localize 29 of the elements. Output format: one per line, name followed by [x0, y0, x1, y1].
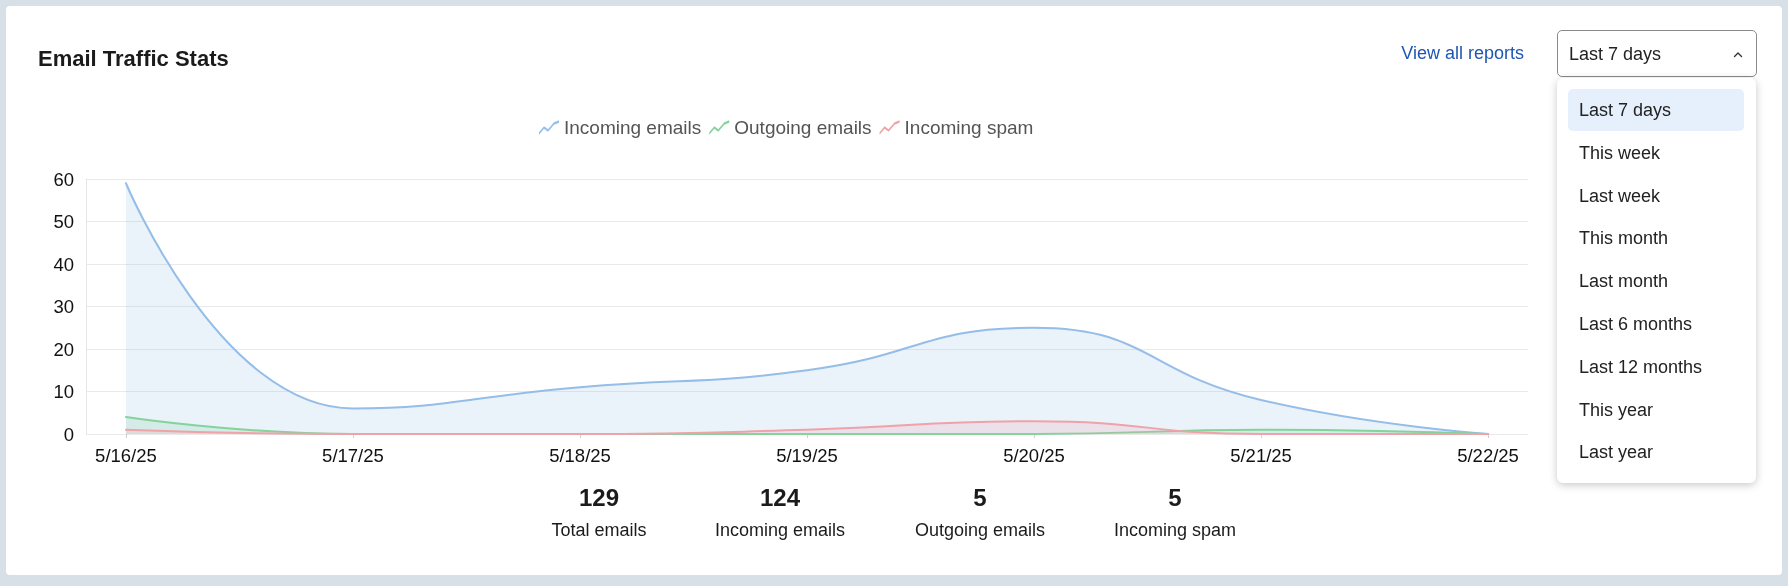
chart-title: Email Traffic Stats [38, 45, 229, 71]
dropdown-menu: Last 7 days This week Last week This month Last month Last 6 months Last 12 months This year Last year [1557, 78, 1756, 483]
y-tick-label: 50 [53, 211, 74, 232]
text: Outgoing emails [914, 520, 1046, 540]
text: Incoming emails [714, 520, 846, 540]
y-tick-label: 30 [53, 296, 74, 317]
text: 129 [578, 484, 620, 511]
x-tick-label: 5/16/25 [95, 445, 157, 466]
y-tick-label: 40 [53, 253, 74, 275]
y-tick-label: 20 [53, 338, 74, 360]
y-tick-label: 10 [53, 381, 74, 402]
y-tick-label: 0 [63, 423, 74, 445]
x-tick-label: 5/17/25 [322, 445, 384, 466]
x-tick-label: 5/19/25 [776, 445, 838, 466]
y-tick-label: 60 [53, 168, 74, 190]
x-tick-label: 5/18/25 [549, 445, 611, 466]
x-tick-label: 5/22/25 [1457, 445, 1519, 466]
select-field: Last 7 days [1557, 30, 1757, 77]
legend-label: Outgoing emails [734, 117, 872, 138]
text: 5 [973, 484, 987, 511]
legend-label: Incoming emails [564, 117, 702, 138]
text: View all reports [1401, 43, 1524, 63]
x-tick-label: 5/21/25 [1230, 445, 1292, 466]
legend-label: Incoming spam [904, 117, 1034, 138]
text: Incoming spam [1113, 520, 1237, 540]
text: 124 [759, 484, 801, 511]
x-tick-label: 5/20/25 [1003, 445, 1065, 466]
text: 5 [1168, 484, 1182, 511]
text: Total emails [551, 520, 647, 540]
